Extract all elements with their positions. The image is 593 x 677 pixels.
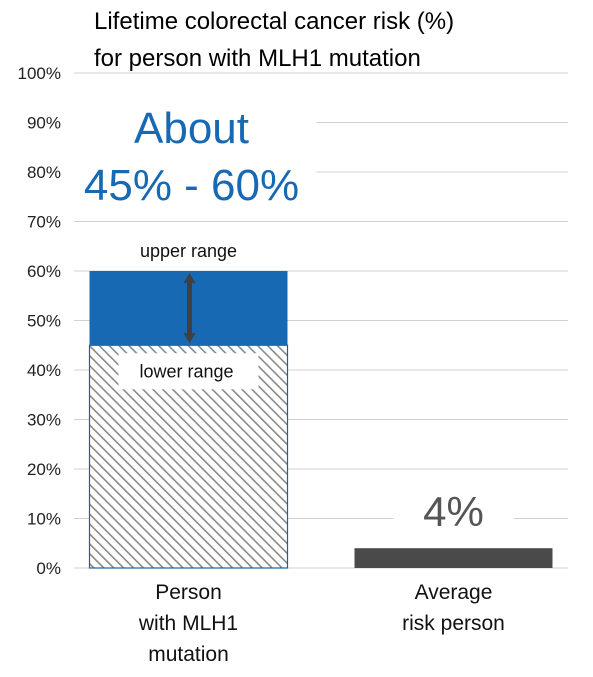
y-tick-label: 50%: [27, 312, 61, 331]
y-tick-label: 80%: [27, 163, 61, 182]
category-label: mutation: [148, 643, 229, 666]
y-tick-label: 10%: [27, 510, 61, 529]
annotation-line: 45% - 60%: [84, 161, 299, 210]
range-arrow: [183, 273, 196, 344]
y-axis-ticks: 0% 10% 20% 30% 40% 50% 60% 70% 80% 90% 100%: [18, 64, 61, 578]
upper-range-label: upper range: [140, 241, 237, 261]
chart-title-line-1: Lifetime colorectal cancer risk (%): [94, 8, 454, 35]
y-tick-label: 90%: [27, 114, 61, 133]
chart-title-line-2: for person with MLH1 mutation: [94, 45, 421, 72]
y-tick-label: 0%: [36, 559, 61, 578]
category-labels: Person with MLH1 mutation Average risk perso…: [138, 581, 505, 666]
y-tick-label: 70%: [27, 213, 61, 232]
value-label: 4%: [423, 488, 484, 535]
annotation: About 45% - 60%: [66, 100, 317, 218]
category-label: Average: [415, 581, 493, 604]
y-tick-label: 100%: [18, 64, 61, 83]
y-tick-label: 40%: [27, 361, 61, 380]
category-label: Person: [155, 581, 222, 604]
bars: upper range lower range 4%: [88, 239, 553, 569]
y-tick-label: 20%: [27, 460, 61, 479]
lower-range-label: lower range: [139, 361, 233, 381]
category-label: with MLH1: [138, 612, 238, 635]
chart-title: Lifetime colorectal cancer risk (%) for …: [94, 8, 454, 72]
y-tick-label: 60%: [27, 262, 61, 281]
y-tick-label: 30%: [27, 411, 61, 430]
annotation-line: About: [134, 104, 249, 153]
category-label: risk person: [402, 612, 505, 635]
bar-average: [354, 548, 553, 568]
